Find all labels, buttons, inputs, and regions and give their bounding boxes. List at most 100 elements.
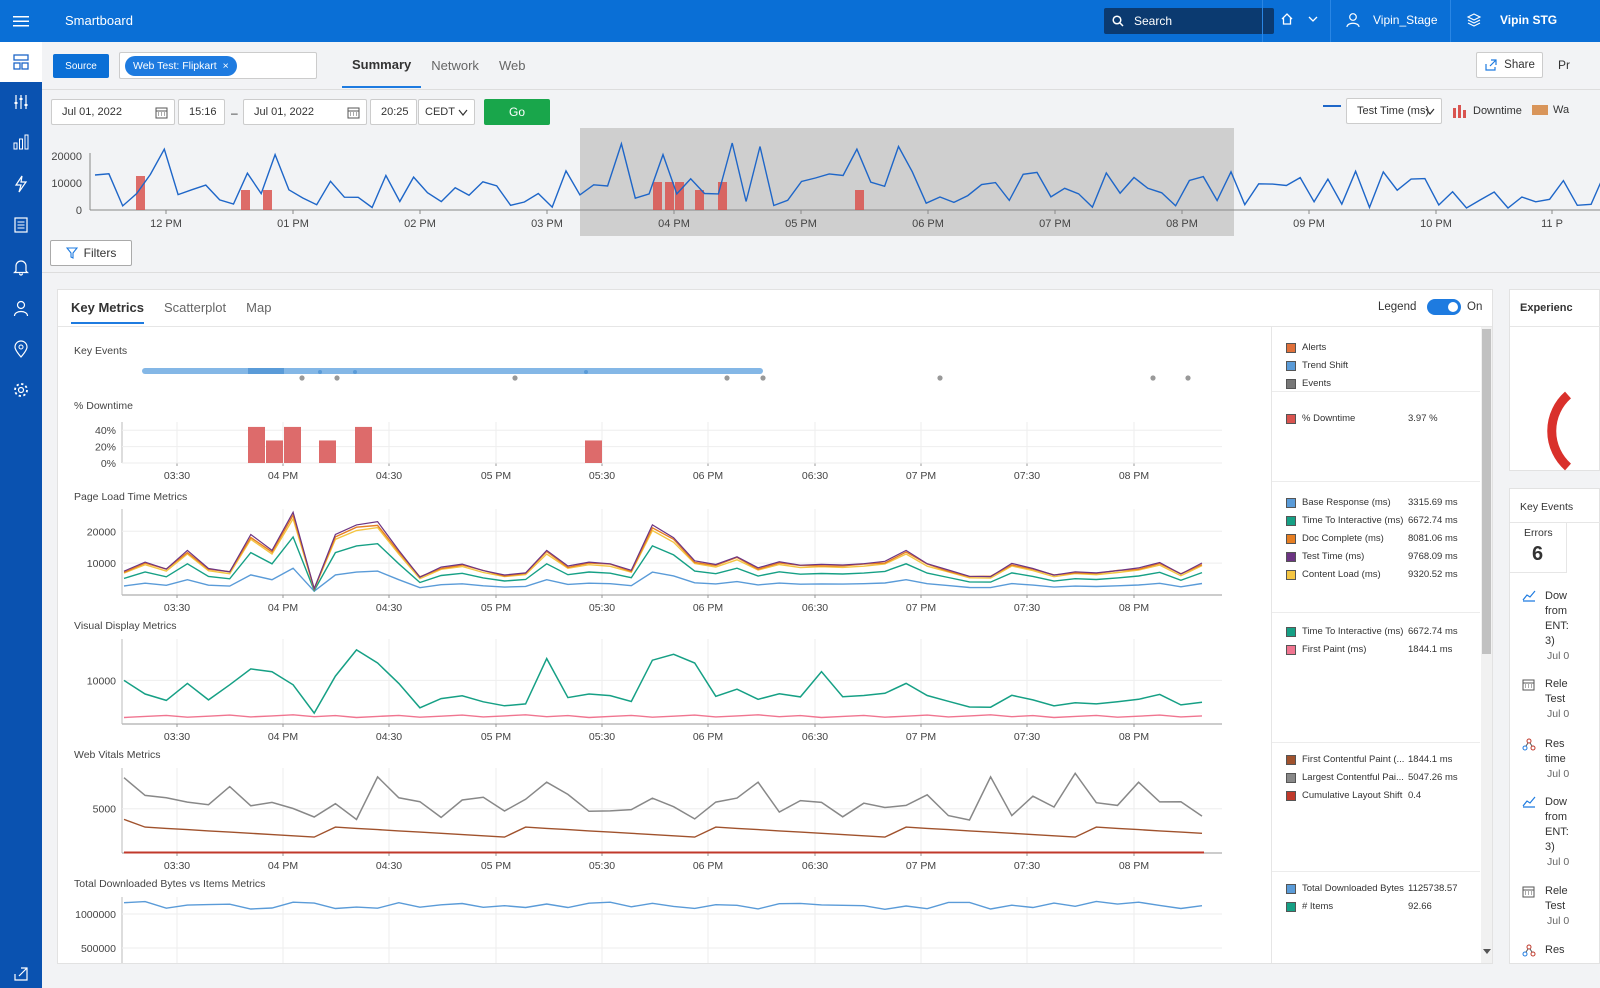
key-metrics-charts[interactable]: Key Events % Downtime 03:30 04 PM 04:30 05 PM… [58,327,1270,963]
filters-button[interactable]: Filters [50,240,132,266]
legend-item-downtime[interactable]: % Downtime 3.97 % [1272,413,1480,430]
search-box[interactable]: Search [1104,8,1274,34]
x-tick-label: 10 PM [1420,218,1452,230]
x-tick-label: 04 PM [268,602,298,614]
key-event-date: Jul 0 [1547,708,1570,720]
search-label: Search [1134,14,1173,28]
sidebar-item-settings[interactable] [0,370,42,410]
wa-swatch-icon [1532,105,1548,115]
sidebar-item-analytics[interactable] [0,122,42,162]
tab-web[interactable]: Web [498,57,526,73]
legend-item-bytes[interactable]: # Items 92.66 [1272,901,1480,918]
legend-swatch [1286,570,1296,580]
legend-scrollbar[interactable] [1481,327,1492,963]
y-tick-label: 10000 [87,675,116,687]
source-button[interactable]: Source [53,54,109,78]
legend-item-events[interactable]: Trend Shift [1272,360,1480,377]
downtime-bar [675,182,684,210]
end-time-input[interactable]: 20:25 [370,99,417,125]
menu-icon[interactable] [12,12,30,30]
selection-window [580,128,1234,236]
downtime-bar [585,440,602,463]
x-tick-label: 06 PM [693,470,723,482]
tab-key-metrics[interactable]: Key Metrics [71,300,144,324]
x-tick-label: 05 PM [481,860,511,872]
source-filter-input[interactable]: Web Test: Flipkart × [119,52,317,79]
chevron-down-icon[interactable] [1483,949,1491,955]
legend-item-page_load[interactable]: Base Response (ms) 3315.69 ms [1272,497,1480,514]
start-time-input[interactable]: 15:16 [178,99,225,125]
go-button[interactable]: Go [484,99,550,125]
share-button[interactable]: Share [1476,52,1543,78]
legend-item-bytes[interactable]: Total Downloaded Bytes 1125738.57 [1272,883,1480,900]
end-date-input[interactable]: Jul 01, 2022 [243,99,367,125]
legend-item-page_load[interactable]: Test Time (ms) 9768.09 ms [1272,551,1480,568]
legend-item-events[interactable]: Events [1272,378,1480,395]
org-menu[interactable]: Vipin STG [1466,12,1557,28]
event-dot [724,375,730,381]
sidebar-item-notifications[interactable] [0,247,42,287]
legend-swatch [1286,902,1296,912]
timezone-select[interactable]: CEDT [418,99,475,125]
legend-toggle[interactable] [1427,299,1461,315]
overview-chart[interactable]: 20000 10000 0 12 PM 01 PM 02 PM 03 PM 04 PM 05 P… [42,128,1600,236]
sidebar-item-dashboard[interactable] [0,42,42,82]
document-icon [14,217,28,233]
key-event-text: Rele [1545,885,1568,897]
scrollbar-thumb[interactable] [1482,329,1491,654]
x-tick-label: 05:30 [589,860,615,872]
line-swatch-icon [1323,105,1341,107]
bar-chart-icon [13,134,29,150]
home-menu[interactable] [1280,12,1318,26]
print-button[interactable]: Pr [1558,58,1570,72]
start-date-input[interactable]: Jul 01, 2022 [51,99,175,125]
legend-item-page_load[interactable]: Time To Interactive (ms) 6672.74 ms [1272,515,1480,532]
sidebar-item-alerts[interactable] [0,164,42,204]
legend-label: Time To Interactive (ms) [1302,626,1404,637]
user-menu[interactable]: Vipin_Stage [1345,12,1438,28]
legend-item-vitals[interactable]: First Contentful Paint (... 1844.1 ms [1272,754,1480,771]
x-tick-label: 07 PM [906,602,936,614]
sidebar-item-users[interactable] [0,288,42,328]
errors-card[interactable]: Errors 6 [1510,523,1567,573]
x-tick-label: 03:30 [164,602,190,614]
y-tick-label: 20% [95,442,116,454]
section-title-visual: Visual Display Metrics [74,620,177,632]
tab-scatterplot[interactable]: Scatterplot [163,300,227,315]
x-tick-label: 04:30 [376,860,402,872]
sidebar-item-reports[interactable] [0,205,42,245]
filter-icon [65,247,78,259]
tab-map[interactable]: Map [246,300,272,315]
legend-item-page_load[interactable]: Content Load (ms) 9320.52 ms [1272,569,1480,586]
sidebar-item-expand[interactable] [0,954,42,988]
calendar-icon [1522,885,1535,901]
x-tick-label: 07 PM [906,470,936,482]
legend-item-visual[interactable]: Time To Interactive (ms) 6672.74 ms [1272,626,1480,643]
downtime-bar [266,440,283,463]
external-link-icon [14,967,28,981]
tab-summary[interactable]: Summary [342,42,422,88]
legend-label: Events [1302,378,1332,389]
key-event-text: ENT: [1545,826,1569,838]
close-icon[interactable]: × [222,60,229,72]
sidebar-item-controls[interactable] [0,82,42,122]
user-icon [1346,13,1360,28]
legend-item-events[interactable]: Alerts [1272,342,1480,359]
tab-network[interactable]: Network [431,57,479,73]
key-event-text: Test [1545,693,1566,705]
start-date-value: Jul 01, 2022 [62,106,122,118]
legend-item-visual[interactable]: First Paint (ms) 1844.1 ms [1272,644,1480,661]
source-chip[interactable]: Web Test: Flipkart × [125,56,237,76]
sidebar-item-locations[interactable] [0,329,42,369]
downtime-bar [355,426,372,463]
x-tick-label: 01 PM [277,218,309,230]
metric-select[interactable]: Test Time (ms) [1346,98,1442,124]
legend-item-page_load[interactable]: Doc Complete (ms) 8081.06 ms [1272,533,1480,550]
calendar-icon [155,107,168,119]
legend-wa[interactable]: Wa [1532,104,1569,116]
event-dot [318,370,322,374]
legend-item-vitals[interactable]: Largest Contentful Pai... 5047.26 ms [1272,772,1480,789]
legend-item-vitals[interactable]: Cumulative Layout Shift 0.4 [1272,790,1480,807]
downtime-bar [653,182,662,210]
legend-downtime[interactable]: Downtime [1452,104,1522,118]
